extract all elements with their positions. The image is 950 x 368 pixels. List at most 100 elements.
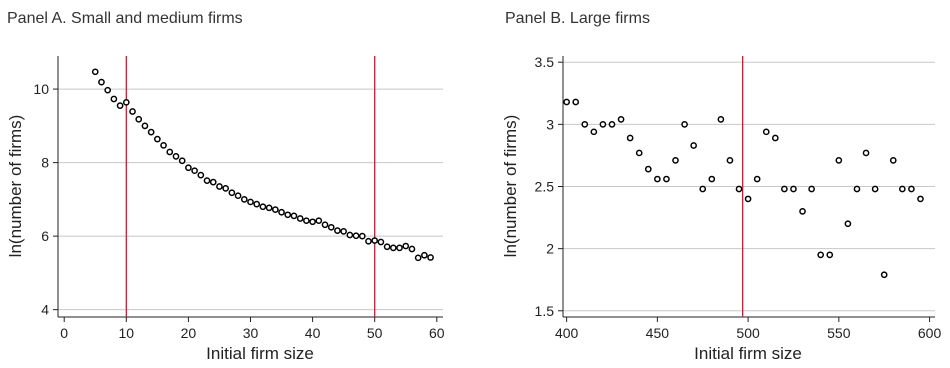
panel-a-data-point bbox=[240, 196, 248, 203]
panel-a-data-point bbox=[110, 95, 118, 103]
panel-b-data-point bbox=[817, 251, 825, 259]
panel-a-x-tick-label: 60 bbox=[429, 325, 445, 341]
panel-b-data-point bbox=[599, 121, 607, 128]
panel-a-data-point bbox=[253, 200, 261, 208]
panel-b-data-point bbox=[917, 195, 924, 203]
panel-b-data-point bbox=[889, 157, 897, 164]
panel-a-data-point bbox=[408, 245, 416, 253]
panel-a-data-point bbox=[166, 148, 174, 156]
panel-a-data-point bbox=[421, 251, 428, 259]
panel-a-data-point bbox=[122, 98, 130, 106]
panel-b-y-axis-label: ln(number of firms) bbox=[501, 115, 520, 258]
panel-b-x-tick-label: 450 bbox=[646, 325, 670, 341]
panel-b-data-point bbox=[880, 271, 888, 279]
panel-a-data-point bbox=[389, 244, 397, 252]
panel-a-x-tick-label: 0 bbox=[60, 325, 68, 341]
panel-a-data-point bbox=[191, 167, 198, 175]
panel-b-data-point bbox=[572, 98, 580, 106]
panel-a-data-point bbox=[315, 217, 323, 225]
panel-b-data-point bbox=[844, 220, 852, 228]
panel-a-x-tick-label: 10 bbox=[119, 325, 135, 341]
panel-b-data-point bbox=[908, 185, 915, 193]
panel-b-data-point bbox=[581, 121, 589, 128]
panel-b-data-point bbox=[617, 116, 625, 123]
panel-b-data-point bbox=[835, 157, 843, 164]
panel-b-x-axis-label: Initial firm size bbox=[694, 344, 802, 363]
panel-b-y-tick-label: 3 bbox=[546, 116, 554, 132]
panel-b-data-point bbox=[590, 128, 598, 136]
panel-a-data-point bbox=[116, 102, 124, 109]
panel-a-data-point bbox=[352, 232, 360, 240]
panel-b-data-point bbox=[744, 195, 752, 203]
panel-a-data-point bbox=[222, 184, 230, 192]
panel-a-data-point bbox=[321, 221, 329, 229]
panel-a-data-point bbox=[284, 211, 292, 219]
panel-a-data-point bbox=[278, 208, 285, 216]
panel-a-chart: Panel A. Small and medium firms Initial … bbox=[6, 10, 445, 363]
panel-b-data-point bbox=[708, 175, 716, 183]
panel-b-data-point bbox=[635, 149, 643, 157]
panel-b-data-point bbox=[790, 185, 797, 193]
panel-a-data-point bbox=[197, 171, 205, 179]
panel-a-data-point bbox=[129, 108, 136, 115]
panel-a-data-point bbox=[104, 86, 112, 94]
panel-b-x-tick-label: 500 bbox=[736, 325, 760, 341]
panel-a-data-point bbox=[290, 212, 298, 220]
panel-b-data-point bbox=[853, 185, 861, 193]
panel-a-x-tick-label: 30 bbox=[243, 325, 259, 341]
panel-a-data-point bbox=[346, 231, 354, 239]
panel-a-data-point bbox=[154, 135, 161, 143]
panel-b-data-point bbox=[563, 98, 570, 106]
panel-b-data-point bbox=[690, 142, 698, 149]
panel-b-x-tick-label: 600 bbox=[918, 325, 942, 341]
panel-b-x-tick-label: 400 bbox=[555, 325, 579, 341]
panel-a-data-point bbox=[234, 192, 242, 200]
panel-a-data-point bbox=[98, 78, 105, 86]
panel-b-data-point bbox=[726, 157, 734, 164]
panel-a-data-point bbox=[185, 164, 192, 172]
panel-a-data-point bbox=[141, 122, 149, 130]
panel-a-data-point bbox=[383, 243, 391, 251]
panel-a-y-tick-label: 4 bbox=[41, 302, 49, 318]
panel-b-data-point bbox=[799, 208, 806, 215]
panel-b-data-point bbox=[753, 175, 761, 183]
panel-a-data-point bbox=[91, 68, 99, 76]
panel-a-y-tick-label: 10 bbox=[33, 81, 49, 97]
panel-b-x-tick-label: 550 bbox=[827, 325, 851, 341]
panel-b-data-point bbox=[608, 121, 616, 128]
panel-a-data-point bbox=[135, 115, 143, 123]
panel-a-data-point bbox=[327, 223, 335, 231]
panel-b-y-tick-label: 3.5 bbox=[535, 54, 555, 70]
panel-a-data-point bbox=[178, 157, 186, 165]
panel-b-y-tick-label: 2 bbox=[546, 241, 554, 257]
panel-a-x-axis-label: Initial firm size bbox=[206, 344, 314, 363]
panel-b-data-point bbox=[681, 121, 688, 128]
panel-a-data-point bbox=[371, 237, 379, 244]
panel-b-data-point bbox=[717, 116, 725, 123]
panel-a-x-tick-label: 20 bbox=[181, 325, 197, 341]
panel-a-data-point bbox=[303, 217, 310, 225]
panel-a-data-point bbox=[365, 237, 372, 245]
panel-b-data-point bbox=[826, 251, 834, 259]
panel-b-data-point bbox=[735, 185, 743, 193]
panel-a-x-tick-label: 40 bbox=[305, 325, 321, 341]
panel-a-y-axis-label: ln(number of firms) bbox=[6, 115, 25, 258]
panel-a-data-point bbox=[203, 177, 211, 184]
panel-a-data-point bbox=[296, 215, 304, 222]
panel-a-data-point bbox=[396, 244, 403, 252]
panel-b-data-point bbox=[626, 134, 634, 142]
panel-a-data-point bbox=[209, 178, 217, 186]
panel-a-y-tick-label: 6 bbox=[41, 228, 49, 244]
panel-b-y-tick-label: 1.5 bbox=[535, 303, 555, 319]
panel-a-data-point bbox=[414, 254, 422, 262]
panel-a-data-point bbox=[358, 232, 366, 240]
panel-b-data-point bbox=[862, 149, 870, 157]
panel-a-data-point bbox=[309, 218, 316, 226]
panel-a-y-tick-label: 8 bbox=[41, 155, 49, 171]
panel-b-title: Panel B. Large firms bbox=[505, 10, 650, 27]
panel-b-data-point bbox=[771, 134, 779, 142]
panel-a-title: Panel A. Small and medium firms bbox=[7, 10, 243, 27]
panel-b-data-point bbox=[871, 185, 879, 193]
panel-a-data-point bbox=[228, 189, 236, 197]
panel-a-data-point bbox=[247, 198, 254, 206]
